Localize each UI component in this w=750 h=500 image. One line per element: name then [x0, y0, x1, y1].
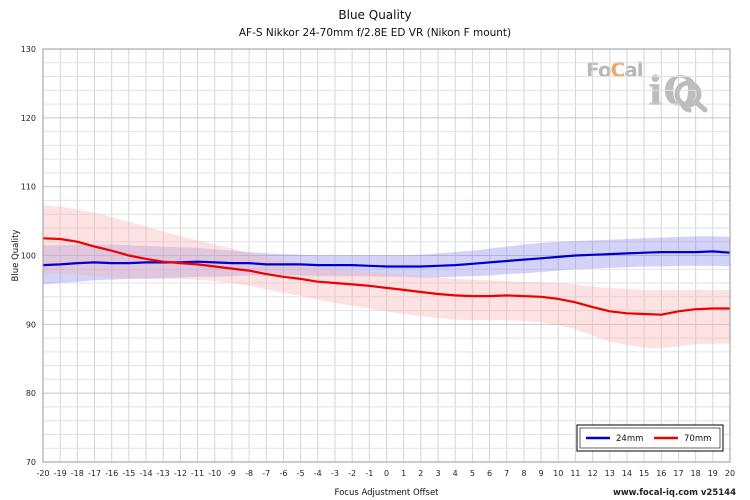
x-tick-label: 14 — [622, 469, 632, 478]
focal-logo: FoCal — [586, 58, 644, 82]
logo-text-ring: C — [610, 58, 626, 82]
x-tick-label: -11 — [191, 469, 204, 478]
y-tick-label: 90 — [26, 320, 36, 329]
y-tick-label: 130 — [21, 45, 36, 54]
x-tick-label: -1 — [365, 469, 373, 478]
x-tick-label: -13 — [157, 469, 170, 478]
x-tick-label: -18 — [71, 469, 84, 478]
x-tick-label: 18 — [691, 469, 701, 478]
x-tick-label: -14 — [140, 469, 153, 478]
x-tick-label: -5 — [297, 469, 305, 478]
x-tick-label: -20 — [36, 469, 49, 478]
x-tick-label: 7 — [504, 469, 509, 478]
series-lines — [42, 237, 731, 316]
plot-border — [42, 48, 731, 463]
y-tick-label: 110 — [21, 183, 36, 192]
footer-url: www.focal-iq.com v25144 — [612, 488, 736, 498]
x-tick-label: 19 — [708, 469, 718, 478]
y-axis-label: Blue Quality — [11, 230, 21, 282]
x-tick-label: -7 — [262, 469, 270, 478]
magnifier-handle — [693, 99, 708, 113]
x-tick-label: 6 — [487, 469, 492, 478]
legend-label-70mm: 70mm — [684, 434, 711, 444]
band-70mm — [43, 205, 730, 349]
logo-text-left: Fo — [586, 58, 612, 82]
axes: -20 -19 -18 -17 -16 -15 -14 -13 -12 -11 -10 -9 -8 -7-… — [11, 45, 735, 498]
chart-title: Blue Quality — [338, 8, 412, 22]
band-24mm — [43, 236, 730, 285]
y-tick-label: 100 — [21, 252, 36, 261]
x-tick-label: -12 — [174, 469, 187, 478]
x-tick-label: 10 — [553, 469, 563, 478]
chart-subtitle: AF-S Nikkor 24-70mm f/2.8E ED VR (Nikon … — [238, 27, 512, 39]
legend-box — [579, 427, 721, 449]
logo-text-right: al — [624, 58, 643, 82]
y-tick-label: 70 — [26, 458, 36, 467]
y-tick-label: 120 — [21, 114, 36, 123]
magnifier-ring — [674, 80, 702, 108]
x-tick-label: -9 — [228, 469, 236, 478]
x-tick-label: 16 — [656, 469, 666, 478]
x-tick-label: 12 — [588, 469, 598, 478]
x-tick-label: -6 — [279, 469, 287, 478]
confidence-bands — [43, 205, 730, 349]
x-tick-label: 3 — [435, 469, 440, 478]
x-tick-label: -2 — [348, 469, 356, 478]
iq-magnifier-icon — [674, 80, 708, 113]
x-tick-label: -15 — [122, 469, 135, 478]
legend-label-24mm: 24mm — [616, 434, 643, 444]
x-tick-label: 1 — [401, 469, 406, 478]
x-tick-label: 0 — [384, 469, 389, 478]
x-axis-label: Focus Adjustment Offset — [334, 488, 439, 498]
x-tick-label: 13 — [605, 469, 615, 478]
x-tick-label: 2 — [418, 469, 423, 478]
series-line-70mm — [42, 237, 730, 316]
x-tick-label: 11 — [570, 469, 580, 478]
x-tick-label: 4 — [453, 469, 458, 478]
series-line-24mm — [42, 250, 731, 268]
y-tick-label: 80 — [26, 389, 36, 398]
x-tick-label: 17 — [673, 469, 683, 478]
x-tick-label: 8 — [521, 469, 526, 478]
x-tick-label: -4 — [314, 469, 322, 478]
x-tick-label: -3 — [331, 469, 339, 478]
x-tick-label: 5 — [470, 469, 475, 478]
x-tick-label: -19 — [54, 469, 67, 478]
x-tick-label: -16 — [105, 469, 118, 478]
x-tick-label: -8 — [245, 469, 253, 478]
legend: 24mm 70mm — [576, 424, 724, 452]
x-tick-label: 15 — [639, 469, 649, 478]
x-tick-label: 20 — [725, 469, 735, 478]
x-tick-label: 9 — [539, 469, 544, 478]
x-tick-label: -10 — [208, 469, 221, 478]
x-tick-label: -17 — [88, 469, 101, 478]
